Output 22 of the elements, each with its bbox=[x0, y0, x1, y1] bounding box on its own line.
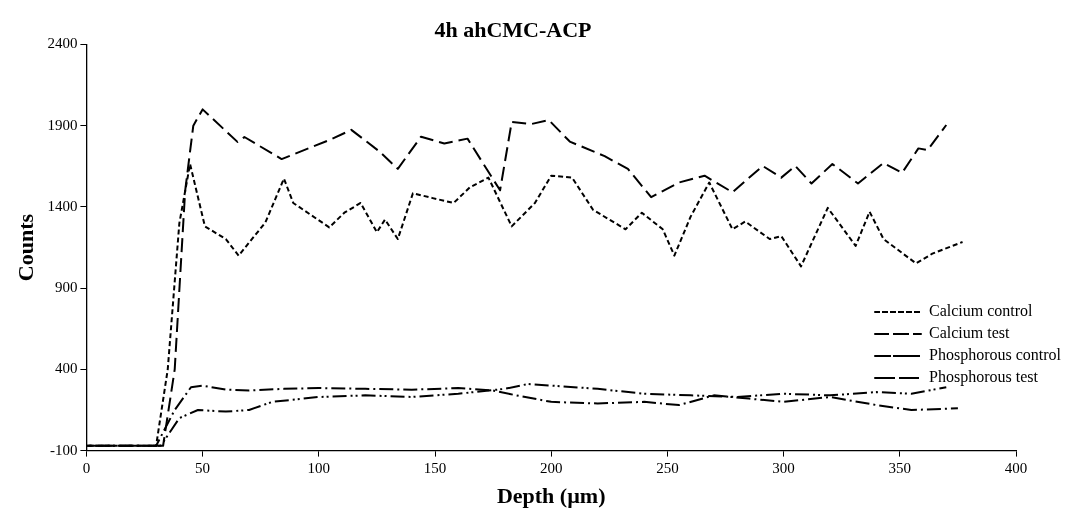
y-axis-title: Counts bbox=[12, 213, 38, 282]
y-tick-label: 2400 bbox=[47, 35, 78, 52]
x-tick-label: 50 bbox=[195, 459, 211, 476]
x-tick-label: 200 bbox=[539, 459, 563, 476]
x-tick-label: 100 bbox=[307, 459, 331, 476]
y-tick-label: -100 bbox=[49, 441, 78, 458]
legend-label: Calcium test bbox=[929, 324, 1010, 342]
chart-title: 4h ahCMC-ACP bbox=[434, 16, 592, 42]
y-tick-label: 900 bbox=[54, 279, 78, 296]
y-tick-label: 1900 bbox=[47, 116, 78, 133]
legend-label: Phosphorous test bbox=[929, 368, 1039, 387]
y-tick-label: 1400 bbox=[47, 197, 78, 214]
y-tick-label: 400 bbox=[54, 360, 78, 377]
legend-label: Calcium control bbox=[929, 302, 1034, 320]
legend-label: Phosphorous control bbox=[929, 346, 1062, 365]
x-axis-title: Depth (µm) bbox=[496, 483, 606, 509]
x-tick-label: 300 bbox=[772, 459, 795, 476]
x-tick-label: 350 bbox=[888, 459, 912, 476]
x-tick-label: 150 bbox=[423, 459, 447, 476]
x-tick-label: 400 bbox=[1004, 459, 1028, 476]
x-tick-label: 0 bbox=[82, 459, 91, 476]
x-tick-label: 250 bbox=[656, 459, 679, 476]
